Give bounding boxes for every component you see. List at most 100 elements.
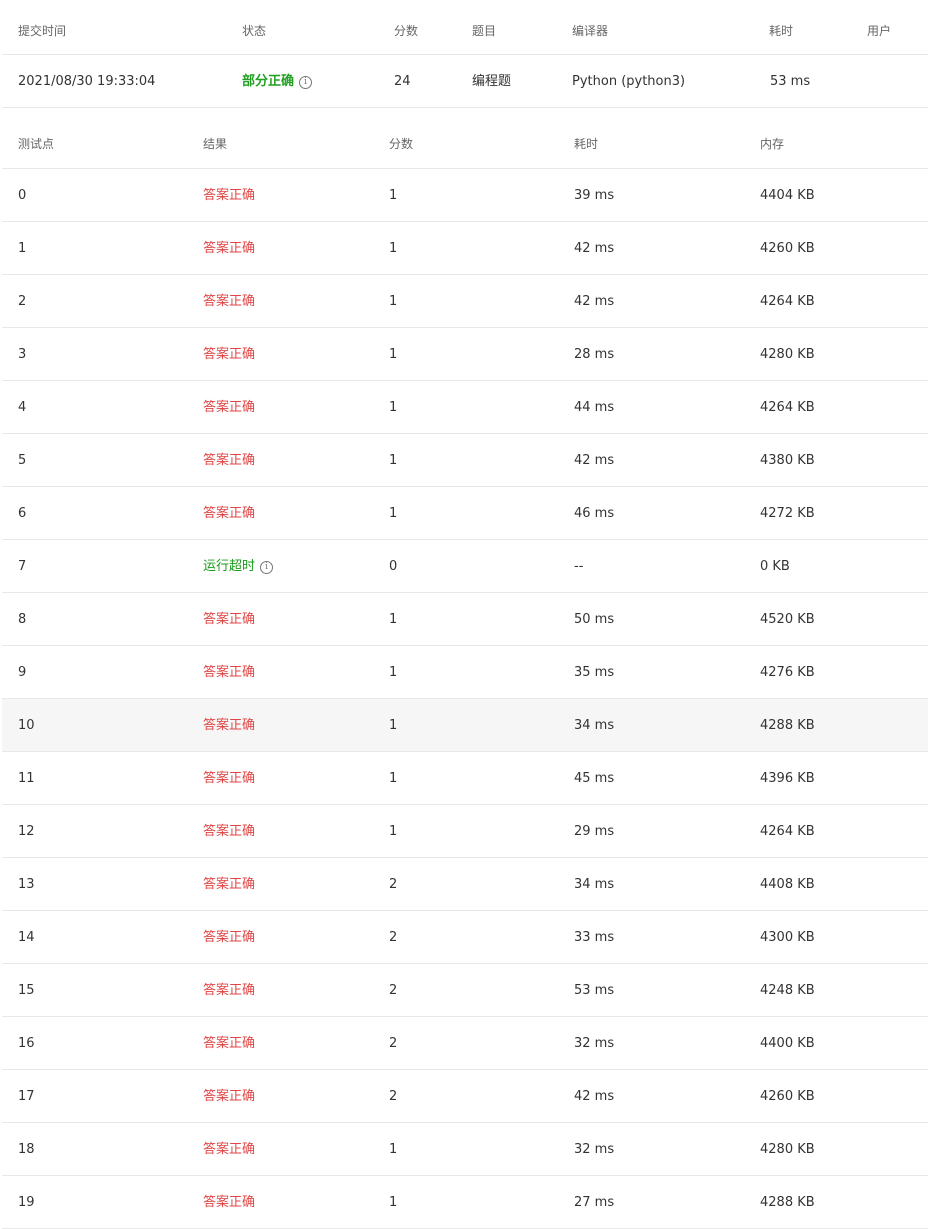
testpoint-time: 53 ms	[574, 983, 615, 998]
testpoint-id: 19	[18, 1195, 35, 1210]
testpoint-id: 15	[18, 983, 35, 998]
testpoint-memory: 4380 KB	[760, 453, 815, 468]
testpoint-score: 1	[389, 1195, 398, 1210]
table-row: 9 答案正确 1 35 ms 4276 KB	[2, 646, 928, 699]
table-row: 3 答案正确 1 28 ms 4280 KB	[2, 328, 928, 381]
info-circle-icon[interactable]: i	[260, 561, 274, 574]
testpoint-id: 8	[18, 612, 27, 627]
testpoint-score: 1	[389, 347, 398, 362]
testpoint-result-label: 答案正确	[203, 930, 256, 945]
table-row: 8 答案正确 1 50 ms 4520 KB	[2, 593, 928, 646]
testpoint-result-label: 答案正确	[203, 983, 256, 998]
testpoint-id: 5	[18, 453, 27, 468]
table-row: 7 运行超时 i 0 -- 0 KB	[2, 540, 928, 593]
header-score: 分数	[394, 24, 419, 38]
testpoint-score: 1	[389, 824, 398, 839]
testpoint-score: 0	[389, 559, 398, 574]
table-row: 16 答案正确 2 32 ms 4400 KB	[2, 1017, 928, 1070]
testpoint-score: 1	[389, 1142, 398, 1157]
testpoint-result: 答案正确	[203, 1070, 255, 1123]
testpoint-time: 33 ms	[574, 930, 615, 945]
header-tp-time: 耗时	[574, 137, 599, 151]
table-row: 5 答案正确 1 42 ms 4380 KB	[2, 434, 928, 487]
testpoint-score: 1	[389, 506, 398, 521]
header-result: 结果	[203, 137, 228, 151]
testpoint-result[interactable]: 运行超时 i	[203, 540, 274, 593]
testpoint-id: 14	[18, 930, 35, 945]
testpoint-id: 12	[18, 824, 35, 839]
testpoint-time: 29 ms	[574, 824, 615, 839]
testpoint-memory: 4248 KB	[760, 983, 815, 998]
testpoint-time: --	[574, 559, 584, 574]
testpoint-memory: 4404 KB	[760, 188, 815, 203]
testpoint-result: 答案正确	[203, 275, 255, 328]
testpoint-result: 答案正确	[203, 434, 255, 487]
testpoint-memory: 4280 KB	[760, 1142, 815, 1157]
table-row: 18 答案正确 1 32 ms 4280 KB	[2, 1123, 928, 1176]
header-duration: 耗时	[769, 24, 794, 38]
testpoint-result: 答案正确	[203, 381, 255, 434]
submission-duration: 53 ms	[770, 74, 811, 89]
testpoint-result-label: 答案正确	[203, 188, 256, 203]
testpoint-memory: 4260 KB	[760, 241, 815, 256]
testpoint-time: 42 ms	[574, 453, 615, 468]
testpoint-time: 32 ms	[574, 1142, 615, 1157]
header-status: 状态	[242, 24, 267, 38]
table-row: 14 答案正确 2 33 ms 4300 KB	[2, 911, 928, 964]
testpoint-id: 9	[18, 665, 27, 680]
info-circle-icon[interactable]: i	[299, 76, 313, 89]
header-submit-time: 提交时间	[18, 24, 67, 38]
testpoint-table: 测试点 结果 分数 耗时 内存 0 答案正确 1 39 ms 4404 KB 1 答案正确 1…	[2, 108, 928, 1229]
testpoint-result-label: 答案正确	[203, 453, 256, 468]
table-row: 2 答案正确 1 42 ms 4264 KB	[2, 275, 928, 328]
testpoint-time: 42 ms	[574, 1089, 615, 1104]
testpoint-result-label: 答案正确	[203, 824, 256, 839]
testpoint-id: 11	[18, 771, 35, 786]
testpoint-memory: 4280 KB	[760, 347, 815, 362]
testpoint-time: 44 ms	[574, 400, 615, 415]
testpoint-result: 答案正确	[203, 805, 255, 858]
submission-status-label[interactable]: 部分正确	[242, 74, 295, 89]
testpoint-memory: 4396 KB	[760, 771, 815, 786]
testpoint-id: 1	[18, 241, 27, 256]
submission-score: 24	[394, 74, 411, 89]
header-tp-score: 分数	[389, 137, 414, 151]
testpoint-result: 答案正确	[203, 593, 255, 646]
submission-problem[interactable]: 编程题	[472, 74, 512, 89]
testpoint-score: 1	[389, 188, 398, 203]
testpoint-memory: 4400 KB	[760, 1036, 815, 1051]
table-row: 19 答案正确 1 27 ms 4288 KB	[2, 1176, 928, 1229]
testpoint-memory: 4264 KB	[760, 400, 815, 415]
table-row: 1 答案正确 1 42 ms 4260 KB	[2, 222, 928, 275]
submission-row: 2021/08/30 19:33:04 部分正确 i 24 编程题 Python …	[2, 55, 928, 108]
testpoint-memory: 4264 KB	[760, 824, 815, 839]
submission-table: 提交时间 状态 分数 题目 编译器 耗时 用户 2021/08/30 19:33…	[2, 0, 928, 108]
submission-header-row: 提交时间 状态 分数 题目 编译器 耗时 用户	[2, 0, 928, 55]
submission-status[interactable]: 部分正确 i	[242, 55, 313, 108]
testpoint-score: 1	[389, 771, 398, 786]
testpoint-score: 2	[389, 1036, 398, 1051]
testpoint-time: 50 ms	[574, 612, 615, 627]
testpoint-id: 6	[18, 506, 27, 521]
testpoint-result-label: 答案正确	[203, 1036, 256, 1051]
table-row: 12 答案正确 1 29 ms 4264 KB	[2, 805, 928, 858]
testpoint-result: 答案正确	[203, 858, 255, 911]
testpoint-time: 32 ms	[574, 1036, 615, 1051]
testpoint-score: 1	[389, 400, 398, 415]
testpoint-id: 18	[18, 1142, 35, 1157]
testpoint-result-label: 答案正确	[203, 612, 256, 627]
testpoint-result-label[interactable]: 运行超时	[203, 559, 256, 574]
testpoint-id: 0	[18, 188, 27, 203]
header-compiler: 编译器	[572, 24, 609, 38]
testpoint-result-label: 答案正确	[203, 1195, 256, 1210]
submission-compiler: Python (python3)	[572, 74, 686, 89]
testpoint-result-label: 答案正确	[203, 506, 256, 521]
table-row: 17 答案正确 2 42 ms 4260 KB	[2, 1070, 928, 1123]
testpoint-result-label: 答案正确	[203, 241, 256, 256]
testpoint-result-label: 答案正确	[203, 665, 256, 680]
testpoint-result: 答案正确	[203, 328, 255, 381]
testpoint-result: 答案正确	[203, 699, 255, 752]
testpoint-score: 2	[389, 930, 398, 945]
testpoint-result: 答案正确	[203, 964, 255, 1017]
testpoint-memory: 4288 KB	[760, 1195, 815, 1210]
